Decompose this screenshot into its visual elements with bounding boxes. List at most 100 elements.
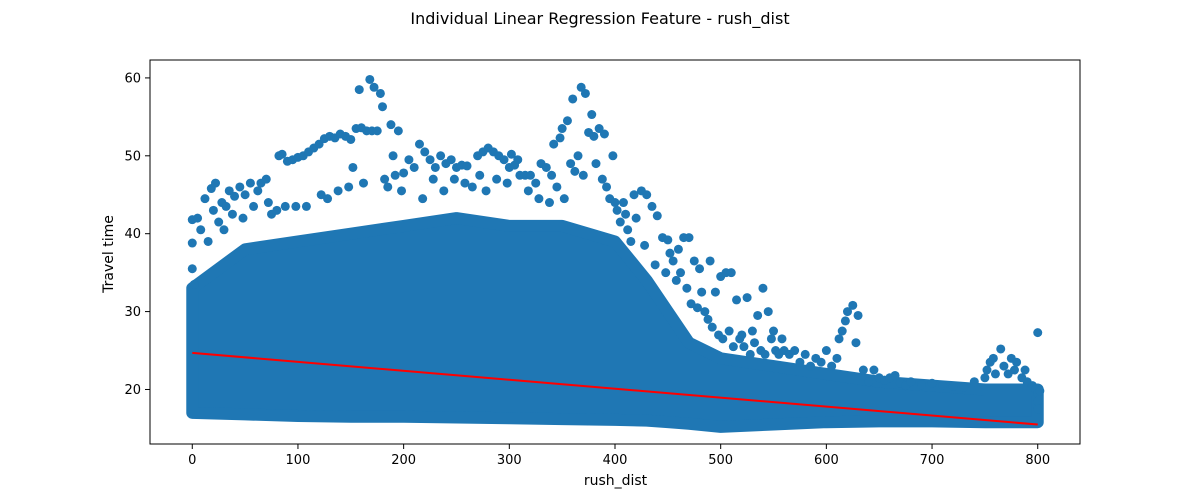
scatter-point [492,174,502,184]
scatter-point [348,162,358,172]
x-tick-label: 200 [391,453,416,468]
scatter-point [661,268,671,278]
scatter-point [705,256,715,266]
scatter-point [587,110,597,120]
scatter-point [631,213,641,223]
scatter-point [534,194,544,204]
scatter-point [1033,396,1043,406]
scatter-point [676,268,686,278]
x-tick-label: 300 [497,453,522,468]
scatter-point [703,314,713,324]
scatter-point [446,155,456,165]
scatter-point [758,283,768,293]
x-tick-label: 600 [814,453,839,468]
scatter-point [969,377,979,387]
scatter-point [1033,404,1043,414]
scatter-point [682,283,692,293]
scatter-point [927,378,937,388]
scatter-point [559,194,569,204]
y-tick-label: 40 [124,227,141,242]
scatter-point [1033,328,1043,338]
scatter-point [397,186,407,196]
scatter-point [462,161,472,171]
scatter-point [612,205,622,215]
axes: 0 100 200 300 400 500 600 700 800 20 30 40 50 60 [124,59,1081,468]
scatter-point [739,342,749,352]
scatter-point [980,373,990,383]
scatter-point [728,342,738,352]
scatter-point [187,264,197,274]
scatter-point [235,182,245,192]
scatter-point [573,151,583,161]
scatter-point [280,201,290,211]
scatter-point [726,268,736,278]
scatter-point [608,151,618,161]
scatter-point [959,382,969,392]
scatter-point [906,377,916,387]
scatter-point [430,162,440,172]
scatter-point [851,338,861,348]
scatter-point [763,307,773,317]
scatter-point [393,126,403,136]
scatter-point [745,349,755,359]
scatter-point [193,213,203,223]
scatter-point [449,174,459,184]
scatter-point [208,205,218,215]
scatter-point [848,300,858,310]
x-axis-label: rush_dist [584,473,648,489]
scatter-point [428,174,438,184]
scatter-point [692,303,702,313]
scatter-point [718,334,728,344]
scatter-point [523,186,533,196]
scatter-point [777,334,787,344]
scatter-point [358,178,368,188]
scatter-point [547,170,557,180]
scatter-point [245,178,255,188]
scatter-point [249,201,259,211]
scatter-point [378,102,387,112]
scatter-point [1020,365,1030,375]
scatter-point [858,365,868,375]
scatter-point [227,209,237,219]
scatter-point [710,287,720,297]
scatter-point [323,194,333,204]
scatter-point [707,322,717,332]
scatter-point [240,190,250,200]
scatter-point [414,139,424,149]
scatter-point [766,334,776,344]
scatter-point [697,287,707,297]
scatter-point [938,381,948,391]
scatter-point [671,275,681,285]
scatter-point [996,344,1006,354]
scatter-point [557,124,567,134]
scatter-point [481,186,491,196]
x-tick-label: 800 [1025,453,1050,468]
scatter-point [1012,357,1022,367]
scatter-point [647,201,657,211]
scatter-point [610,198,620,208]
scatter-dense-band [186,212,1044,433]
y-tick-label: 50 [124,149,141,164]
regression-line [192,351,1038,426]
scatter-point [375,88,385,98]
scatter-point [409,162,419,172]
scatter-point [668,256,678,266]
scatter-point [753,310,763,320]
scatter-point [552,182,562,192]
scatter-point [388,151,398,161]
scatter-point [354,85,364,95]
scatter-point [383,182,393,192]
scatter-point [291,201,301,211]
scatter-point [570,166,580,176]
scatter-point [602,182,612,192]
scatter-point [555,133,565,143]
scatter-point [562,116,572,126]
scatter-point [700,307,710,317]
scatter-point [988,353,998,363]
scatter-point [541,162,551,172]
scatter-point [800,349,810,359]
scatter-point [372,126,382,136]
scatter-point [591,159,601,169]
scatter-point [615,217,625,227]
scatter-point [467,182,477,192]
